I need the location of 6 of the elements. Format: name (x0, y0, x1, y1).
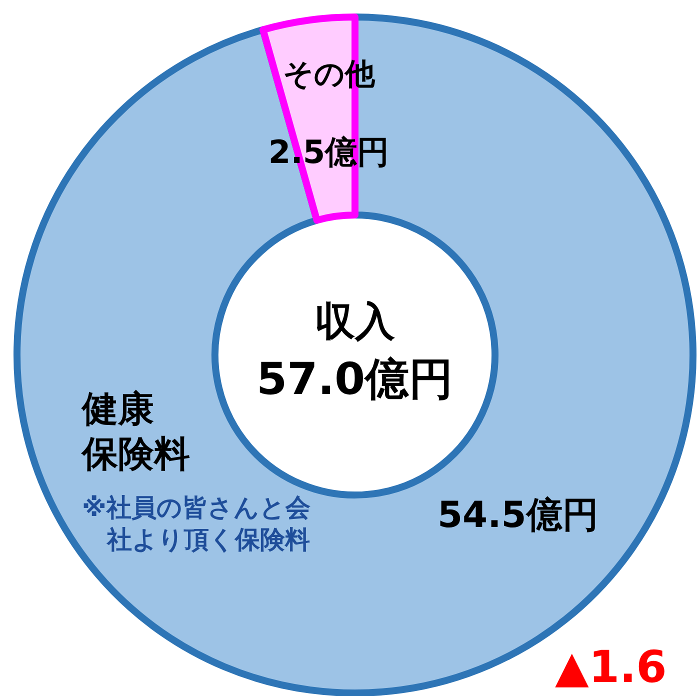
text: 収入 (315, 299, 395, 345)
text: ※社員の皆さんと会社より頂く保険料 (82, 492, 312, 556)
slice-label: 健康保険料 (82, 388, 190, 477)
data-label: 54.5億円 (438, 494, 598, 536)
text: ▲1.6 (555, 642, 667, 694)
text: 57.0億円 (256, 354, 454, 406)
